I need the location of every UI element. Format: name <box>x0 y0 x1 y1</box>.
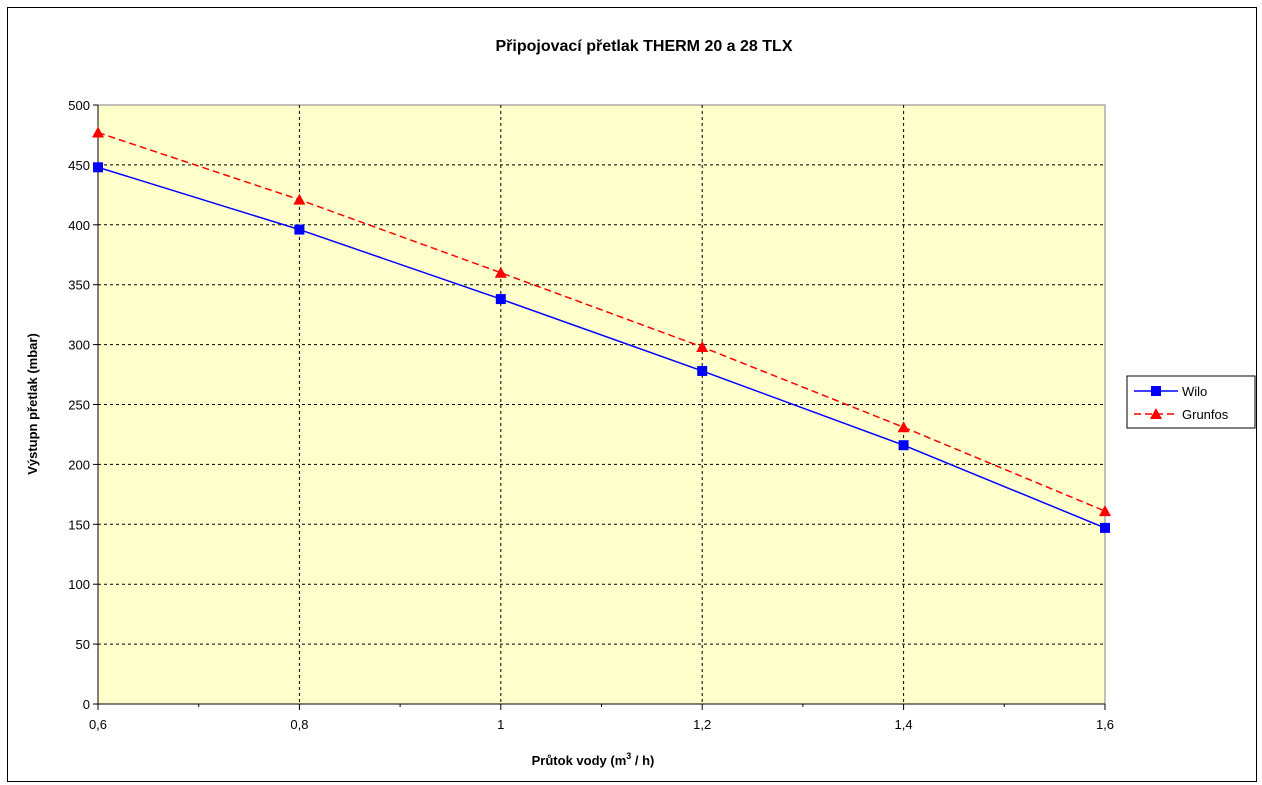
x-tick-label: 0,6 <box>89 717 107 732</box>
data-point-grunfos <box>92 126 104 138</box>
legend-box <box>1126 375 1256 429</box>
x-tick-label: 1,4 <box>895 717 913 732</box>
data-point-grunfos <box>293 193 306 205</box>
legend-label-grunfos: Grunfos <box>1182 407 1229 422</box>
x-tick-label: 1 <box>497 717 504 732</box>
x-axis-title-main: Průtok vody (m <box>532 753 627 768</box>
data-series <box>92 126 1111 533</box>
x-axis-title-tail: / h) <box>631 753 654 768</box>
x-axis-title-superscript: 3 <box>626 751 631 761</box>
y-tick-label: 350 <box>68 278 90 293</box>
chart-title: Připojovací přetlak THERM 20 a 28 TLX <box>496 38 793 55</box>
y-tick-label: 50 <box>76 637 90 652</box>
legend-marker-grunfos <box>1150 408 1162 419</box>
data-point-wilo <box>495 294 506 305</box>
y-tick-label: 500 <box>68 98 90 113</box>
x-tick-label: 1,6 <box>1096 717 1114 732</box>
axes <box>93 104 1106 710</box>
data-point-wilo <box>294 224 305 235</box>
y-axis-title: Výstupn přetlak (mbar) <box>25 333 40 475</box>
data-point-grunfos <box>1099 505 1111 517</box>
x-tick-label: 1,2 <box>693 717 711 732</box>
series-line-wilo <box>97 166 1106 529</box>
x-axis-title: Průtok vody (m3 / h) <box>532 751 655 768</box>
data-point-wilo <box>93 162 103 173</box>
data-point-wilo <box>697 365 708 376</box>
plot-area <box>97 104 1106 705</box>
x-tick-label: 0,8 <box>290 717 308 732</box>
series-line-grunfos <box>97 131 1106 512</box>
y-tick-label: 200 <box>68 457 90 472</box>
y-tick-label: 100 <box>68 577 90 592</box>
chart-frame: Připojovací přetlak THERM 20 a 28 TLX 0 5… <box>7 7 1257 782</box>
data-point-wilo <box>898 440 909 451</box>
data-point-grunfos <box>494 266 507 278</box>
line-chart: Připojovací přetlak THERM 20 a 28 TLX 0 5… <box>25 38 1256 768</box>
data-point-wilo <box>1100 522 1110 533</box>
legend-label-wilo: Wilo <box>1182 384 1207 399</box>
y-tick-label: 250 <box>68 398 90 413</box>
y-tick-label: 300 <box>68 338 90 353</box>
x-axis-tick-labels: 0,6 0,8 1 1,2 1,4 1,6 <box>89 717 1114 732</box>
y-axis-tick-labels: 0 50 100 150 200 250 300 350 400 450 500 <box>68 98 90 712</box>
legend-marker-wilo <box>1151 386 1161 396</box>
grid-lines <box>98 105 1105 704</box>
data-point-grunfos <box>696 340 709 352</box>
y-tick-label: 400 <box>68 218 90 233</box>
y-tick-label: 450 <box>68 158 90 173</box>
legend: Wilo Grunfos <box>1126 375 1256 429</box>
y-tick-label: 0 <box>83 697 90 712</box>
data-point-grunfos <box>897 421 910 433</box>
y-tick-label: 150 <box>68 517 90 532</box>
